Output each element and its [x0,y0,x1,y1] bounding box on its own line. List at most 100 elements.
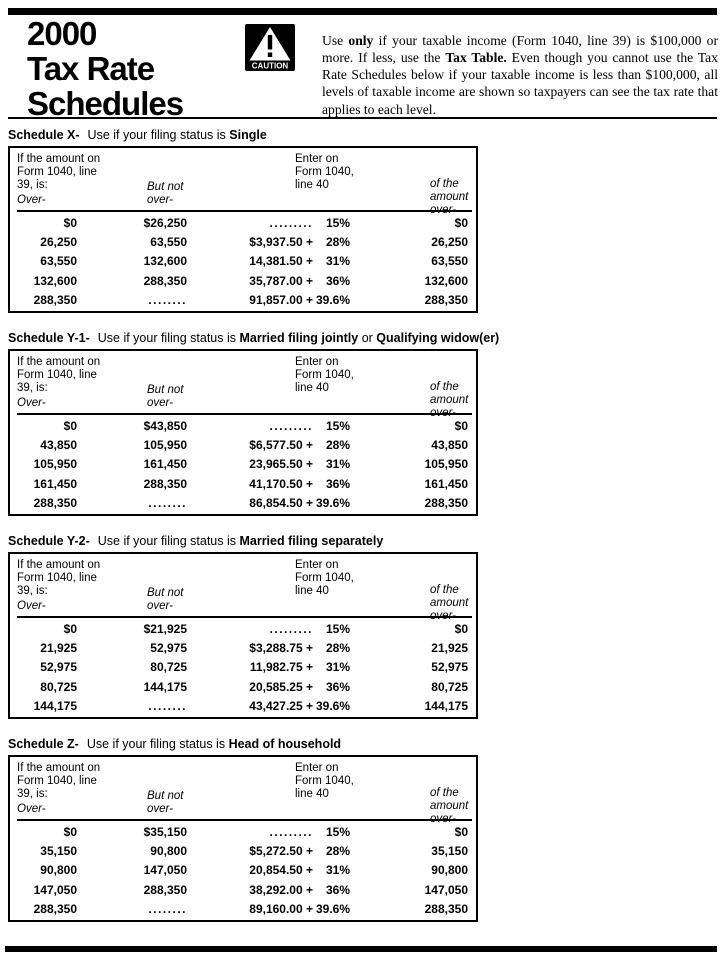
cell-rate: 15% [325,825,350,839]
cell-but-not-over: 161,450 [143,457,187,472]
cell-but-not-over: 80,725 [150,660,187,675]
cell-tax: ......... [269,216,313,230]
cell-over: $0 [63,825,77,839]
table-row: $0 $43,850 ......... 15% $0 [10,417,476,436]
cell-tax: 41,170.50 + [249,476,313,491]
col-header-amount: If the amount on Form 1040, line 39, is: [17,153,101,191]
cell-over: 80,725 [40,679,77,694]
table-row: 288,350 ........ 91,857.00 + 39.6% 288,3… [10,291,476,310]
cell-over: $0 [63,419,77,433]
cell-over: 21,925 [40,641,77,656]
schedule-name: Schedule Y-2- [8,534,90,548]
rate-table: If the amount on Form 1040, line 39, is:… [8,349,478,516]
cell-tax: ......... [269,622,313,636]
cell-tax: 20,585.25 + [249,679,313,694]
caution-text-segment: if your taxable income (Form 1040, line … [322,32,718,65]
title-line-schedules: Schedules [27,85,184,122]
title-line-year: 2000 [27,15,97,52]
cell-of-amount-over: 21,925 [431,641,468,656]
col-header-over: Over- [17,600,46,612]
cell-but-not-over: 63,550 [150,235,187,250]
col-header-of-amount-over: of the amount over- [430,178,469,216]
col-header-amount: If the amount on Form 1040, line 39, is: [17,356,101,394]
cell-of-amount-over: $0 [454,622,468,636]
cell-tax: 20,854.50 + [249,863,313,878]
bottom-rule-bar [5,946,717,952]
cell-of-amount-over: $0 [454,825,468,839]
cell-tax: $3,937.50 + [249,235,313,250]
col-header-but-not-over: But not over- [147,384,184,409]
table-rows: $0 $35,150 ......... 15% $0 35,150 90,80… [10,823,476,919]
cell-but-not-over: ........ [148,495,187,510]
table-row: 52,975 80,725 11,982.75 + 31% 52,975 [10,658,476,677]
cell-of-amount-over: 43,850 [431,438,468,453]
table-row: 80,725 144,175 20,585.25 + 36% 80,725 [10,678,476,697]
cell-of-amount-over: 147,050 [424,882,468,897]
cell-over: 35,150 [40,844,77,859]
col-header-over: Over- [17,194,46,206]
cell-rate: 28% [325,235,350,250]
caution-paragraph: Use only if your taxable income (Form 10… [322,32,718,118]
filing-status: Head of household [228,737,342,751]
col-header-enter-on: Enter on Form 1040, line 40 [295,762,354,800]
table-row: 132,600 288,350 35,787.00 + 36% 132,600 [10,272,476,291]
table-header-rule [17,413,472,415]
col-header-but-not-over: But not over- [147,587,184,612]
cell-but-not-over: 288,350 [143,476,187,491]
schedule-z-heading: Schedule Z- Use if your filing status is … [8,738,478,755]
cell-of-amount-over: 52,975 [431,660,468,675]
col-header-of-amount-over: of the amount over- [430,584,469,622]
table-row: 90,800 147,050 20,854.50 + 31% 90,800 [10,861,476,880]
cell-rate: 28% [325,641,350,656]
cell-over: 288,350 [33,495,77,510]
cell-rate: 31% [325,254,350,269]
rate-table: If the amount on Form 1040, line 39, is:… [8,552,478,719]
cell-rate: 31% [325,457,350,472]
caution-text-segment-bold: only [348,32,374,48]
schedule-intro: Use if your filing status is [97,331,240,345]
table-row: $0 $21,925 ......... 15% $0 [10,620,476,639]
cell-but-not-over: 147,050 [143,863,187,878]
col-header-enter-on: Enter on Form 1040, line 40 [295,153,354,191]
schedule-y2-section: Schedule Y-2- Use if your filing status i… [8,535,478,719]
filing-status: Married filing separately [239,534,384,548]
cell-rate: 36% [325,476,350,491]
cell-rate: 31% [325,660,350,675]
cell-of-amount-over: 26,250 [431,235,468,250]
table-rows: $0 $43,850 ......... 15% $0 43,850 105,9… [10,417,476,513]
cell-over: 132,600 [33,273,77,288]
cell-but-not-over: ........ [148,292,187,307]
table-row: 144,175 ........ 43,427.25 + 39.6% 144,1… [10,697,476,716]
filing-status: Married filing jointly [239,331,359,345]
cell-rate: 36% [325,273,350,288]
table-row: 147,050 288,350 38,292.00 + 36% 147,050 [10,881,476,900]
caution-icon: CAUTION [245,24,295,71]
cell-rate: 15% [325,622,350,636]
cell-but-not-over: $43,850 [143,419,187,433]
cell-over: 288,350 [33,292,77,307]
cell-rate: 36% [325,679,350,694]
filing-status: Single [229,128,267,142]
table-header-rule [17,819,472,821]
cell-tax: 11,982.75 + [249,660,313,675]
col-header-amount: If the amount on Form 1040, line 39, is: [17,559,101,597]
cell-but-not-over: ........ [148,698,187,713]
caution-text-segment-bold: Tax Table. [445,49,507,65]
col-header-over: Over- [17,803,46,815]
cell-but-not-over: $21,925 [143,622,187,636]
cell-tax: ......... [269,419,313,433]
filing-status-2: Qualifying widow(er) [376,331,500,345]
cell-of-amount-over: 288,350 [424,495,468,510]
rate-table: If the amount on Form 1040, line 39, is:… [8,755,478,922]
col-header-enter-on: Enter on Form 1040, line 40 [295,356,354,394]
cell-over: 147,050 [33,882,77,897]
cell-tax: 14,381.50 + [249,254,313,269]
table-row: $0 $26,250 ......... 15% $0 [10,214,476,233]
cell-rate: 39.6% [315,495,350,510]
cell-but-not-over: 144,175 [143,679,187,694]
cell-but-not-over: 132,600 [143,254,187,269]
cell-of-amount-over: 80,725 [431,679,468,694]
table-row: 105,950 161,450 23,965.50 + 31% 105,950 [10,455,476,474]
cell-of-amount-over: 105,950 [424,457,468,472]
cell-tax: 86,854.50 + [249,495,313,510]
